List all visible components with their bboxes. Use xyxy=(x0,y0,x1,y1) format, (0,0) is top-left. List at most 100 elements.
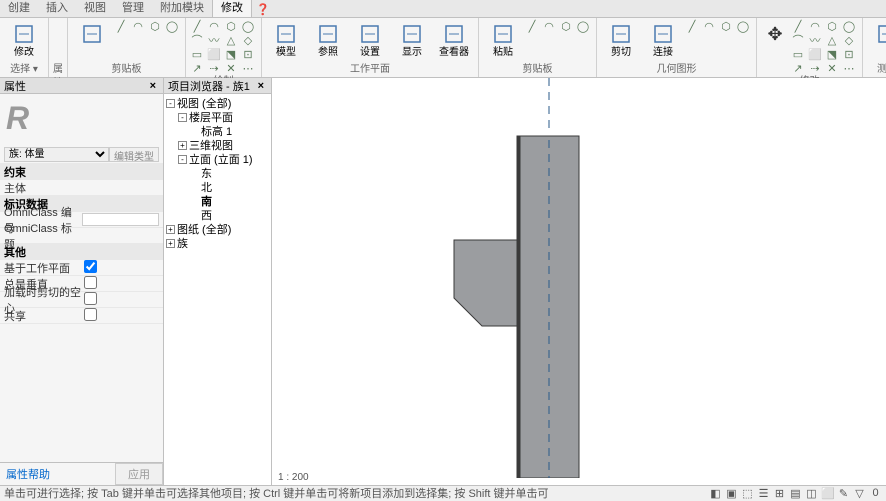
tool-icon[interactable]: ◠ xyxy=(702,20,716,32)
paste-button[interactable] xyxy=(72,20,112,49)
tool-icon[interactable]: ✕ xyxy=(825,62,839,74)
view-scale[interactable]: 1 : 200 xyxy=(278,472,309,483)
tool-icon[interactable]: ⬜ xyxy=(207,48,221,60)
tool-icon[interactable]: ╱ xyxy=(525,20,539,32)
tool-icon[interactable]: ⊡ xyxy=(842,48,856,60)
tab-视图[interactable]: 视图 xyxy=(76,0,114,17)
tool-icon[interactable]: ◯ xyxy=(842,20,856,32)
tab-管理[interactable]: 管理 xyxy=(114,0,152,17)
tool-icon[interactable]: ⊡ xyxy=(241,48,255,60)
tool-icon[interactable]: ⋯ xyxy=(842,62,856,74)
status-icon[interactable]: ◧ xyxy=(709,487,722,500)
tool-icon[interactable]: ⬡ xyxy=(719,20,733,32)
tool-icon[interactable]: ⬔ xyxy=(825,48,839,60)
status-icon[interactable]: ⊞ xyxy=(773,487,786,500)
tool-icon[interactable]: 〰 xyxy=(207,34,221,46)
tree-node[interactable]: -视图 (全部) xyxy=(166,96,269,110)
tree-node[interactable]: -楼层平面 xyxy=(166,110,269,124)
collapse-icon[interactable]: - xyxy=(178,113,187,122)
tree-node[interactable]: 东 xyxy=(166,166,269,180)
refplane-button[interactable]: 参照 xyxy=(308,20,348,60)
tool-icon[interactable]: ⬡ xyxy=(559,20,573,32)
tool-icon[interactable]: ▭ xyxy=(791,48,805,60)
status-icon[interactable]: ▣ xyxy=(725,487,738,500)
tool-icon[interactable]: ◯ xyxy=(241,20,255,32)
tool-icon[interactable]: ▭ xyxy=(190,48,204,60)
set-button[interactable]: 设置 xyxy=(350,20,390,60)
tool-icon[interactable]: 〰 xyxy=(808,34,822,46)
collapse-icon[interactable]: - xyxy=(166,99,175,108)
tree-node[interactable]: +图纸 (全部) xyxy=(166,222,269,236)
help-icon[interactable]: ❓ xyxy=(256,3,270,17)
edit-type-button[interactable]: 编辑类型 xyxy=(109,147,159,162)
tree-node[interactable]: 西 xyxy=(166,208,269,222)
cut-button[interactable]: 剪切 xyxy=(601,20,641,60)
family-type-select[interactable]: 族: 体量 xyxy=(4,147,109,162)
tree-node[interactable]: 标高 1 xyxy=(166,124,269,138)
tool-icon[interactable]: ◠ xyxy=(808,20,822,32)
show-button[interactable]: 显示 xyxy=(392,20,432,60)
drawing-canvas[interactable]: 1 : 200 xyxy=(272,78,886,485)
status-icon[interactable]: ☰ xyxy=(757,487,770,500)
collapse-icon[interactable]: - xyxy=(178,155,187,164)
tool-icon[interactable]: ⬡ xyxy=(825,20,839,32)
tool-icon[interactable]: ⬔ xyxy=(224,48,238,60)
tool-icon[interactable]: ⌒ xyxy=(791,34,805,46)
prop-checkbox[interactable] xyxy=(84,260,97,273)
measure-button[interactable] xyxy=(867,20,886,49)
model-button[interactable]: 模型 xyxy=(266,20,306,60)
status-icon[interactable]: 0 xyxy=(869,487,882,500)
tool-icon[interactable]: ⇢ xyxy=(207,62,221,74)
tool-icon[interactable]: ╱ xyxy=(685,20,699,32)
tool-icon[interactable]: ✕ xyxy=(224,62,238,74)
tool-icon[interactable]: ◯ xyxy=(576,20,590,32)
status-icon[interactable]: ◫ xyxy=(805,487,818,500)
viewer-button[interactable]: 查看器 xyxy=(434,20,474,60)
status-icon[interactable]: ▤ xyxy=(789,487,802,500)
tool-icon[interactable]: ◯ xyxy=(736,20,750,32)
tool-icon[interactable]: ◯ xyxy=(165,20,179,32)
tree-node[interactable]: -立面 (立面 1) xyxy=(166,152,269,166)
prop-section-header[interactable]: 约束 xyxy=(0,164,163,180)
tool-icon[interactable]: ⬡ xyxy=(224,20,238,32)
tree-node[interactable]: +族 xyxy=(166,236,269,250)
expand-icon[interactable]: + xyxy=(166,239,175,248)
prop-checkbox[interactable] xyxy=(84,308,97,321)
prop-input[interactable] xyxy=(82,213,159,226)
paste-button[interactable]: 粘贴 xyxy=(483,20,523,60)
tool-icon[interactable]: ◠ xyxy=(542,20,556,32)
tree-node[interactable]: +三维视图 xyxy=(166,138,269,152)
tool-icon[interactable]: ↗ xyxy=(791,62,805,74)
tool-icon[interactable]: ╱ xyxy=(114,20,128,32)
close-icon[interactable]: × xyxy=(255,80,267,92)
status-icon[interactable]: ▽ xyxy=(853,487,866,500)
tool-icon[interactable]: ⇢ xyxy=(808,62,822,74)
tool-icon[interactable]: ◠ xyxy=(207,20,221,32)
status-icon[interactable]: ⬜ xyxy=(821,487,834,500)
expand-icon[interactable]: + xyxy=(178,141,187,150)
tool-icon[interactable]: △ xyxy=(224,34,238,46)
tool-icon[interactable]: ◠ xyxy=(131,20,145,32)
expand-icon[interactable]: + xyxy=(166,225,175,234)
tool-icon[interactable]: ◇ xyxy=(241,34,255,46)
tab-修改[interactable]: 修改 xyxy=(212,0,252,17)
tool-icon[interactable]: △ xyxy=(825,34,839,46)
tool-icon[interactable]: ↗ xyxy=(190,62,204,74)
tool-icon[interactable]: ◇ xyxy=(842,34,856,46)
tree-node[interactable]: 北 xyxy=(166,180,269,194)
tab-创建[interactable]: 创建 xyxy=(0,0,38,17)
tool-icon[interactable]: ⌒ xyxy=(190,34,204,46)
join-button[interactable]: 连接 xyxy=(643,20,683,60)
status-icon[interactable]: ⬚ xyxy=(741,487,754,500)
apply-button[interactable]: 应用 xyxy=(115,463,163,485)
tab-附加模块[interactable]: 附加模块 xyxy=(152,0,212,17)
tool-icon[interactable]: ⬡ xyxy=(148,20,162,32)
close-icon[interactable]: × xyxy=(147,80,159,92)
tool-icon[interactable]: ⬜ xyxy=(808,48,822,60)
move-icon[interactable]: ✥ xyxy=(761,20,789,48)
status-icon[interactable]: ✎ xyxy=(837,487,850,500)
prop-checkbox[interactable] xyxy=(84,276,97,289)
properties-help-link[interactable]: 属性帮助 xyxy=(0,463,56,485)
tree-node[interactable]: 南 xyxy=(166,194,269,208)
tab-插入[interactable]: 插入 xyxy=(38,0,76,17)
